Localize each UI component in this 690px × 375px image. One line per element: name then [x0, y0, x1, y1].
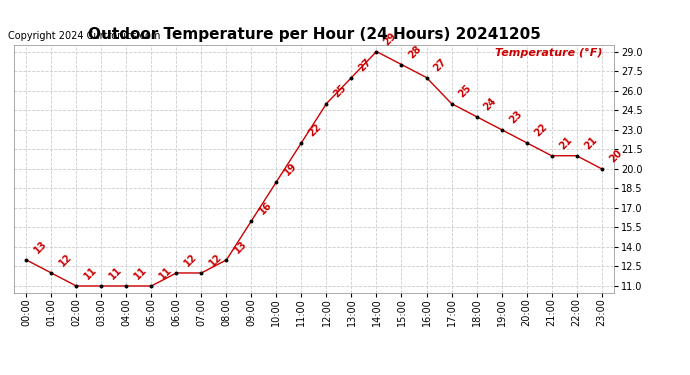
Text: 29: 29 [382, 31, 399, 47]
Point [421, 75, 432, 81]
Point [46, 270, 57, 276]
Point [496, 127, 507, 133]
Text: 11: 11 [82, 265, 99, 282]
Text: 20: 20 [607, 148, 624, 165]
Point [346, 75, 357, 81]
Text: Copyright 2024 Curtronics.com: Copyright 2024 Curtronics.com [8, 32, 160, 41]
Point [446, 100, 457, 106]
Point [396, 62, 407, 68]
Point [471, 114, 482, 120]
Text: 13: 13 [32, 239, 48, 256]
Text: 11: 11 [107, 265, 124, 282]
Text: 27: 27 [432, 57, 448, 74]
Text: 21: 21 [557, 135, 574, 152]
Text: 12: 12 [182, 252, 199, 269]
Point [96, 283, 107, 289]
Text: 22: 22 [532, 122, 549, 138]
Text: 24: 24 [482, 96, 499, 112]
Text: 11: 11 [157, 265, 174, 282]
Point [121, 283, 132, 289]
Text: 27: 27 [357, 57, 374, 74]
Text: 21: 21 [582, 135, 599, 152]
Text: 12: 12 [207, 252, 224, 269]
Point [246, 218, 257, 224]
Text: 25: 25 [457, 83, 474, 99]
Text: 16: 16 [257, 200, 274, 217]
Text: 12: 12 [57, 252, 74, 269]
Point [546, 153, 557, 159]
Text: 19: 19 [282, 161, 299, 178]
Point [21, 257, 32, 263]
Title: Outdoor Temperature per Hour (24 Hours) 20241205: Outdoor Temperature per Hour (24 Hours) … [88, 27, 540, 42]
Text: 11: 11 [132, 265, 148, 282]
Point [221, 257, 232, 263]
Point [146, 283, 157, 289]
Text: 13: 13 [232, 239, 248, 256]
Point [171, 270, 182, 276]
Point [271, 179, 282, 185]
Text: 25: 25 [332, 83, 348, 99]
Point [196, 270, 207, 276]
Point [71, 283, 82, 289]
Text: 28: 28 [407, 44, 424, 60]
Point [521, 140, 532, 146]
Text: 22: 22 [307, 122, 324, 138]
Text: 23: 23 [507, 109, 524, 126]
Point [321, 100, 332, 106]
Point [371, 48, 382, 54]
Point [296, 140, 307, 146]
Point [571, 153, 582, 159]
Text: Temperature (°F): Temperature (°F) [495, 48, 602, 57]
Point [596, 166, 607, 172]
